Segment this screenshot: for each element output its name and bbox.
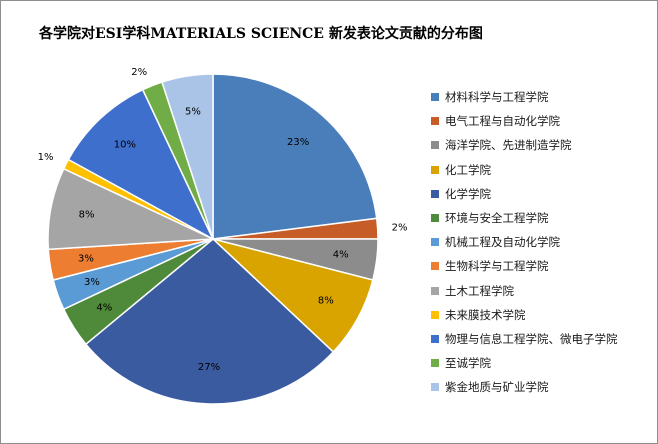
legend-label: 化学学院 [445,186,491,201]
legend-label: 生物科学与工程学院 [445,259,549,274]
legend-item-6: 环境与安全工程学院 [431,206,618,230]
legend-label: 紫金地质与矿业学院 [445,380,549,395]
legend-item-12: 至诚学院 [431,351,618,375]
legend-label: 电气工程与自动化学院 [445,114,560,129]
legend-swatch [431,359,439,368]
slice-data-label-2: 2% [392,222,408,233]
pie-slice-5 [84,238,335,405]
legend-swatch [431,383,439,392]
slice-data-label-5: 27% [198,362,220,373]
legend-label: 未来膜技术学院 [445,307,526,322]
legend-swatch [431,189,439,198]
slice-data-label-9: 8% [79,209,95,220]
slice-data-label-6: 4% [96,303,112,314]
slice-data-label-8: 3% [78,254,94,265]
legend-swatch [431,238,439,247]
legend-item-5: 化学学院 [431,182,618,206]
legend-swatch [431,117,439,126]
pie-slice-11 [67,88,215,241]
legend-item-11: 物理与信息工程学院、微电子学院 [431,327,618,351]
legend-swatch [431,286,439,295]
legend-swatch [431,262,439,271]
chart-legend: 材料科学与工程学院 电气工程与自动化学院 海洋学院、先进制造学院 化工学院化学学院环境… [431,85,618,399]
legend-item-9: 土木工程学院 [431,279,618,303]
slice-data-label-13: 5% [185,106,201,117]
pie-slice-13 [161,73,214,240]
pie-slice-1 [212,73,378,240]
legend-item-8: 生物科学与工程学院 [431,254,618,278]
legend-item-1: 材料科学与工程学院 [431,85,618,109]
slice-data-label-1: 23% [287,137,309,148]
legend-swatch [431,93,439,102]
legend-item-3: 海洋学院、先进制造学院 [431,133,618,157]
legend-item-7: 机械工程及自动化学院 [431,230,618,254]
pie-slices [47,73,379,405]
legend-item-2: 电气工程与自动化学院 [431,109,618,133]
legend-label: 化工学院 [445,162,491,177]
legend-swatch [431,165,439,174]
slice-data-label-3: 4% [333,250,349,261]
legend-item-10: 未来膜技术学院 [431,303,618,327]
slice-data-label-12: 2% [131,67,147,78]
slice-data-label-10: 1% [38,152,54,163]
legend-label: 海洋学院、先进制造学院 [445,138,572,153]
legend-label: 至诚学院 [445,356,491,371]
legend-item-4: 化工学院 [431,158,618,182]
legend-label: 物理与信息工程学院、微电子学院 [445,331,618,346]
legend-label: 土木工程学院 [445,283,514,298]
legend-swatch [431,141,439,150]
legend-item-13: 紫金地质与矿业学院 [431,375,618,399]
pie-data-labels: 23% 2% 4% 8% 27% 4% 3% 3% 8% 1% 10% 2% 5% [38,67,408,373]
chart-title: 各学院对ESI学科MATERIALS SCIENCE 新发表论文贡献的分布图 [39,26,483,42]
legend-swatch [431,334,439,343]
slice-data-label-11: 10% [114,140,136,151]
legend-label: 材料科学与工程学院 [445,90,549,105]
slice-data-label-7: 3% [84,277,100,288]
legend-swatch [431,214,439,223]
legend-swatch [431,310,439,319]
legend-label: 环境与安全工程学院 [445,211,549,226]
slice-data-label-4: 8% [318,296,334,307]
legend-label: 机械工程及自动化学院 [445,235,560,250]
